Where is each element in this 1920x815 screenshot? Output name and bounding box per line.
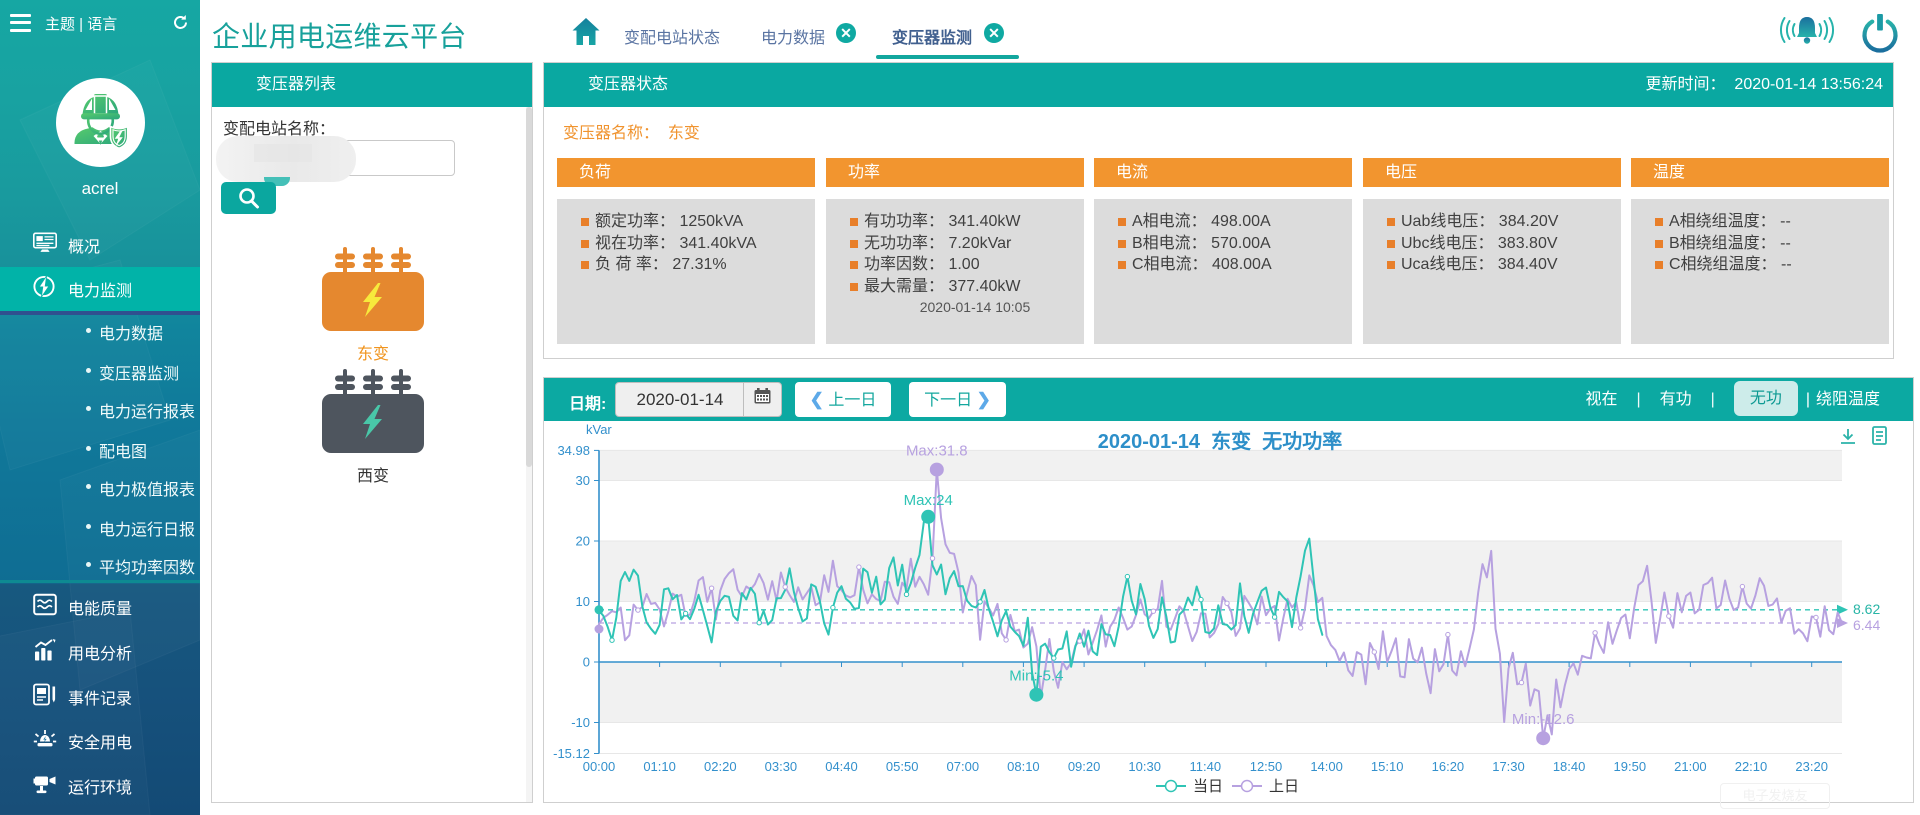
svg-text:10:30: 10:30	[1128, 759, 1161, 774]
svg-text:0: 0	[583, 655, 590, 670]
svg-text:03:30: 03:30	[765, 759, 798, 774]
svg-text:10: 10	[576, 594, 590, 609]
svg-text:15:10: 15:10	[1371, 759, 1404, 774]
svg-text:-10: -10	[571, 715, 590, 730]
svg-text:12:50: 12:50	[1250, 759, 1283, 774]
svg-text:14:00: 14:00	[1310, 759, 1343, 774]
svg-text:11:40: 11:40	[1190, 759, 1222, 774]
svg-text:当日: 当日	[1193, 778, 1223, 795]
svg-text:30: 30	[576, 473, 590, 488]
svg-text:23:20: 23:20	[1795, 759, 1828, 774]
svg-text:02:20: 02:20	[704, 759, 737, 774]
svg-text:19:50: 19:50	[1614, 759, 1647, 774]
svg-text:08:10: 08:10	[1007, 759, 1040, 774]
svg-text:34.98: 34.98	[557, 443, 590, 458]
svg-text:Max:24: Max:24	[904, 492, 953, 509]
svg-text:18:40: 18:40	[1553, 759, 1586, 774]
svg-text:kVar: kVar	[586, 422, 612, 437]
svg-text:05:50: 05:50	[886, 759, 919, 774]
svg-text:21:00: 21:00	[1674, 759, 1707, 774]
svg-text:Min:-5.4: Min:-5.4	[1009, 668, 1063, 685]
svg-text:8.62: 8.62	[1853, 601, 1880, 617]
svg-text:Min:-12.6: Min:-12.6	[1512, 711, 1575, 728]
svg-text:16:20: 16:20	[1432, 759, 1465, 774]
svg-text:Max:31.8: Max:31.8	[906, 443, 968, 460]
svg-text:20: 20	[576, 534, 590, 549]
svg-text:-15.12: -15.12	[553, 746, 590, 761]
svg-text:07:00: 07:00	[947, 759, 980, 774]
svg-text:09:20: 09:20	[1068, 759, 1101, 774]
svg-text:00:00: 00:00	[583, 759, 616, 774]
svg-text:上日: 上日	[1269, 778, 1299, 795]
svg-text:01:10: 01:10	[643, 759, 676, 774]
svg-text:04:40: 04:40	[825, 759, 858, 774]
svg-text:17:30: 17:30	[1492, 759, 1525, 774]
svg-text:6.44: 6.44	[1853, 617, 1880, 633]
svg-text:2020-01-14 东变 无功功率: 2020-01-14 东变 无功功率	[1098, 429, 1343, 453]
svg-text:22:10: 22:10	[1735, 759, 1768, 774]
